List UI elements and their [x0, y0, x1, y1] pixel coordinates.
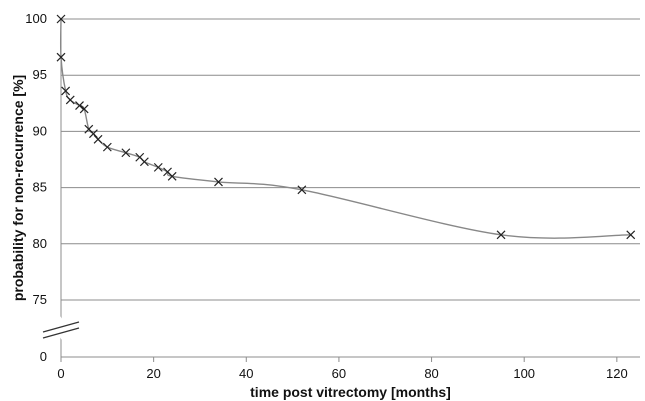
y-tick-label-0: 0: [40, 349, 47, 364]
data-point-0-13: [153, 162, 163, 172]
tick-labels: 0 75 80 85 90 95 100 0 20 40 60 80 100 120: [25, 11, 627, 381]
data-point-stroke-b: [167, 171, 177, 181]
data-point-stroke-b: [75, 101, 84, 110]
data-point-stroke-b: [56, 14, 66, 24]
y-tick-label-85: 85: [33, 180, 47, 195]
data-point-0-15: [167, 171, 177, 181]
data-point-stroke-b: [163, 167, 172, 177]
y-tick-label-75: 75: [33, 292, 47, 307]
data-point-0-10: [121, 148, 131, 158]
marker-layer: [56, 14, 636, 240]
gridlines: [61, 18, 640, 358]
data-point-stroke-b: [297, 185, 307, 195]
x-tick-label-20: 20: [146, 366, 160, 381]
axis-break-mask: [53, 316, 69, 340]
data-point-stroke-b: [496, 230, 506, 240]
x-tick-label-60: 60: [332, 366, 346, 381]
axes: [42, 19, 640, 362]
data-point-0-1: [56, 52, 66, 62]
x-tick-label-80: 80: [424, 366, 438, 381]
x-axis-title: time post vitrectomy [months]: [250, 384, 451, 400]
series-layer: [59, 18, 631, 239]
data-point-0-3: [65, 95, 75, 105]
y-axis-break: [42, 316, 80, 340]
data-point-0-19: [626, 230, 636, 240]
axis-break-line-1: [42, 321, 80, 333]
data-point-stroke-b: [79, 104, 89, 114]
data-point-stroke-b: [135, 152, 145, 162]
data-point-0-12: [139, 157, 149, 167]
data-point-stroke-b: [214, 177, 223, 187]
data-point-0-18: [496, 230, 506, 240]
data-point-stroke-b: [626, 230, 636, 240]
data-point-stroke-b: [153, 162, 163, 172]
x-tick-label-40: 40: [239, 366, 253, 381]
data-point-0-17: [297, 185, 307, 195]
y-axis-title: probability for non-recurrence [%]: [10, 75, 26, 301]
y-tick-label-100: 100: [25, 11, 47, 26]
data-point-stroke-b: [56, 52, 66, 62]
data-point-0-7: [88, 129, 98, 139]
x-tick-label-120: 120: [606, 366, 628, 381]
axis-break-line-2: [42, 327, 80, 339]
data-point-stroke-b: [93, 134, 103, 144]
data-point-stroke-b: [102, 142, 112, 152]
data-point-stroke-b: [84, 124, 94, 134]
y-tick-label-95: 95: [33, 67, 47, 82]
data-point-0-9: [102, 142, 112, 152]
data-point-0-5: [79, 104, 89, 114]
x-tick-label-0: 0: [57, 366, 64, 381]
x-tick-label-100: 100: [513, 366, 535, 381]
series-line-0: [59, 18, 631, 239]
data-point-0-0: [56, 14, 66, 24]
data-point-stroke-b: [139, 157, 149, 167]
data-point-0-8: [93, 134, 103, 144]
data-point-stroke-b: [61, 86, 71, 96]
data-point-0-16: [214, 177, 223, 187]
data-point-0-4: [75, 101, 84, 110]
y-tick-label-90: 90: [33, 123, 47, 138]
data-point-stroke-b: [88, 129, 98, 139]
data-point-0-2: [61, 86, 71, 96]
data-point-stroke-b: [65, 95, 75, 105]
data-point-stroke-b: [121, 148, 131, 158]
y-tick-label-80: 80: [33, 236, 47, 251]
